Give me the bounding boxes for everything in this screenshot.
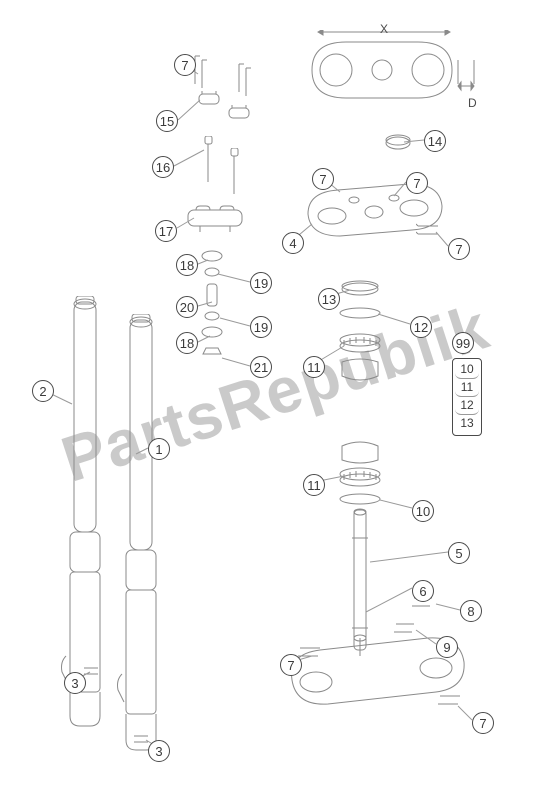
callout-16-2: 16 bbox=[152, 156, 174, 178]
callout-7-27: 7 bbox=[280, 654, 302, 676]
callout-7-11: 7 bbox=[312, 168, 334, 190]
dim-label-d: D bbox=[468, 96, 477, 110]
dim-label-x: X bbox=[380, 22, 388, 36]
callout-10-21: 10 bbox=[412, 500, 434, 522]
callout-11-17: 11 bbox=[303, 356, 325, 378]
kit-item-2: 12 bbox=[455, 397, 479, 415]
callout-19-5: 19 bbox=[250, 272, 272, 294]
callout-14-10: 14 bbox=[424, 130, 446, 152]
callout-20-6: 20 bbox=[176, 296, 198, 318]
callout-6-23: 6 bbox=[412, 580, 434, 602]
callout-7-0: 7 bbox=[174, 54, 196, 76]
callout-11-20: 11 bbox=[303, 474, 325, 496]
callout-13-15: 13 bbox=[318, 288, 340, 310]
parts-diagram: PartsRepublik X D bbox=[0, 0, 550, 785]
callout-21-9: 21 bbox=[250, 356, 272, 378]
callout-1-19: 1 bbox=[148, 438, 170, 460]
callout-15-1: 15 bbox=[156, 110, 178, 132]
callout-7-14: 7 bbox=[448, 238, 470, 260]
callout-5-22: 5 bbox=[448, 542, 470, 564]
callout-4-13: 4 bbox=[282, 232, 304, 254]
kit-item-3: 13 bbox=[455, 415, 479, 433]
callout-8-24: 8 bbox=[460, 600, 482, 622]
repair-kit-label: 99 bbox=[452, 332, 474, 354]
callout-17-3: 17 bbox=[155, 220, 177, 242]
callout-3-26: 3 bbox=[64, 672, 86, 694]
callout-19-7: 19 bbox=[250, 316, 272, 338]
callout-2-18: 2 bbox=[32, 380, 54, 402]
callout-12-16: 12 bbox=[410, 316, 432, 338]
kit-item-1: 11 bbox=[455, 379, 479, 397]
callout-18-8: 18 bbox=[176, 332, 198, 354]
callout-7-29: 7 bbox=[472, 712, 494, 734]
callout-7-12: 7 bbox=[406, 172, 428, 194]
callout-3-28: 3 bbox=[148, 740, 170, 762]
callout-9-25: 9 bbox=[436, 636, 458, 658]
repair-kit-group: 99 10 11 12 13 bbox=[452, 332, 482, 436]
kit-item-0: 10 bbox=[455, 361, 479, 379]
callout-18-4: 18 bbox=[176, 254, 198, 276]
